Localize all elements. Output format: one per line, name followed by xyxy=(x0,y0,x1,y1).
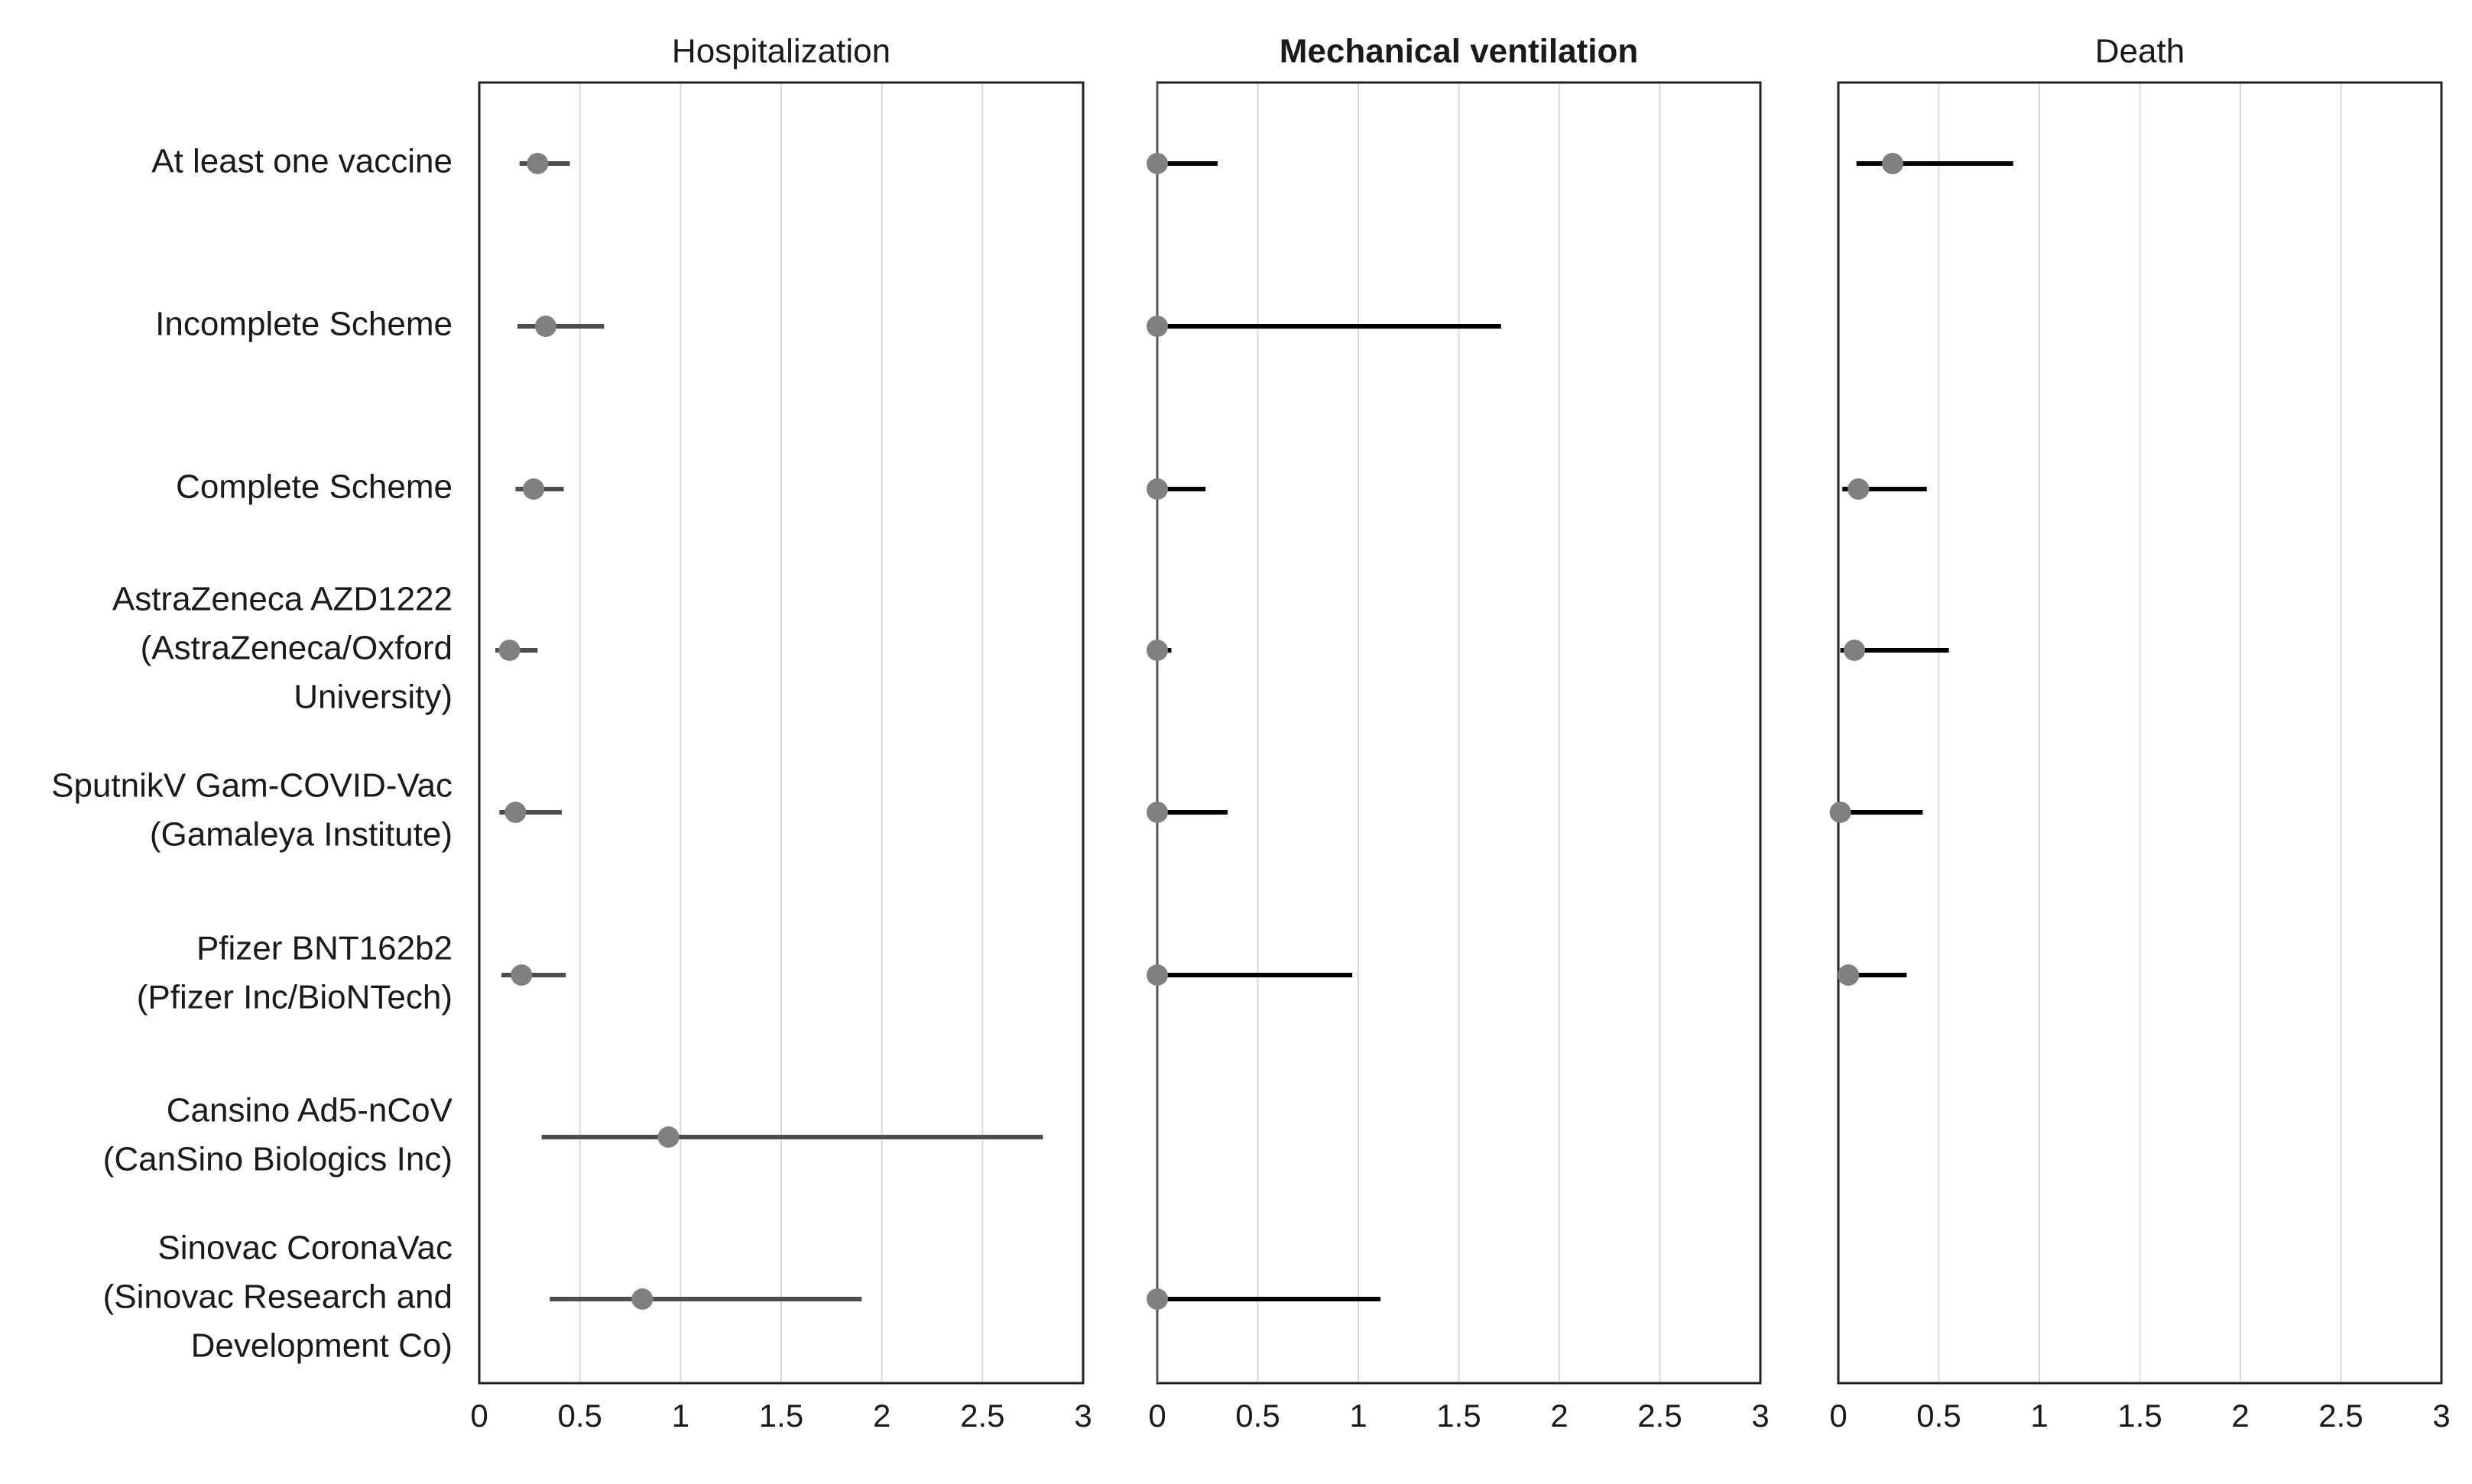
point-estimate xyxy=(1882,153,1904,174)
category-label: (Gamaleya Institute) xyxy=(150,816,453,854)
x-tick-label: 1.5 xyxy=(759,1398,803,1434)
category-label: Pfizer BNT162b2 xyxy=(196,930,453,967)
x-tick-label: 2 xyxy=(873,1398,891,1434)
category-labels: At least one vaccine Incomplete Scheme Com… xyxy=(51,143,453,1365)
point-estimate xyxy=(527,153,549,174)
point-estimate xyxy=(1848,478,1870,500)
point-estimate xyxy=(631,1288,654,1310)
point-estimate xyxy=(1844,640,1866,661)
panel-2: 0 0.5 1 1.5 2 2.5 3 Death xyxy=(1829,33,2450,1434)
panel-title: Mechanical ventilation xyxy=(1280,33,1638,70)
x-tick-label: 0.5 xyxy=(557,1398,602,1434)
point-estimate xyxy=(1147,1288,1168,1310)
x-tick-label: 0.5 xyxy=(1916,1398,1961,1434)
point-estimate xyxy=(1147,640,1168,661)
x-tick-label: 2 xyxy=(1550,1398,1568,1434)
x-tick-label: 3 xyxy=(1074,1398,1092,1434)
point-estimate xyxy=(534,316,556,337)
x-tick-label: 0.5 xyxy=(1235,1398,1280,1434)
point-estimate xyxy=(523,478,545,500)
x-tick-label: 1.5 xyxy=(1436,1398,1481,1434)
category-label: AstraZeneca AZD1222 xyxy=(112,581,453,618)
panel-0: 0 0.5 1 1.5 2 2.5 3 Hospitalization xyxy=(470,33,1092,1434)
x-tick-label: 2.5 xyxy=(960,1398,1004,1434)
panel-frame xyxy=(1837,81,2443,1385)
point-estimate xyxy=(1147,478,1168,500)
point-estimate xyxy=(1147,964,1168,986)
panel-title: Death xyxy=(2095,33,2185,70)
category-label: (CanSino Biologics Inc) xyxy=(103,1141,453,1178)
point-estimate xyxy=(1147,153,1168,174)
x-tick-label: 2 xyxy=(2231,1398,2249,1434)
panel-1: 0 0.5 1 1.5 2 2.5 3 Mechanical ventilation xyxy=(1147,33,1770,1434)
point-estimate xyxy=(1147,802,1168,823)
x-tick-label: 3 xyxy=(2432,1398,2450,1434)
point-estimate xyxy=(511,964,533,986)
point-estimate xyxy=(498,640,521,661)
point-estimate xyxy=(657,1126,680,1148)
x-tick-label: 2.5 xyxy=(2318,1398,2363,1434)
point-estimate xyxy=(1147,316,1168,337)
x-tick-label: 3 xyxy=(1751,1398,1769,1434)
panels: 0 0.5 1 1.5 2 2.5 3 Hospitalization 0 0.5 1 1.5 2 2.5… xyxy=(470,33,2450,1434)
x-tick-label: 1 xyxy=(672,1398,689,1434)
point-estimate xyxy=(504,802,527,823)
category-label: At least one vaccine xyxy=(151,143,453,180)
point-estimate xyxy=(1838,964,1860,986)
category-label: Complete Scheme xyxy=(176,468,453,506)
category-label: (Sinovac Research and xyxy=(103,1278,453,1316)
x-tick-label: 0 xyxy=(1148,1398,1166,1434)
category-label: SputnikV Gam-COVID-Vac xyxy=(51,767,453,805)
x-tick-label: 0 xyxy=(470,1398,488,1434)
x-tick-label: 1 xyxy=(1349,1398,1367,1434)
category-label: Sinovac CoronaVac xyxy=(157,1230,453,1267)
category-label: University) xyxy=(294,679,453,716)
category-label: Development Co) xyxy=(191,1327,453,1365)
category-label: Incomplete Scheme xyxy=(155,306,453,343)
category-label: (Pfizer Inc/BioNTech) xyxy=(137,979,453,1016)
panel-frame xyxy=(478,81,1085,1385)
x-tick-label: 0 xyxy=(1829,1398,1847,1434)
x-tick-label: 1 xyxy=(2030,1398,2048,1434)
x-tick-label: 1.5 xyxy=(2117,1398,2162,1434)
category-label: Cansino Ad5-nCoV xyxy=(167,1092,453,1129)
x-tick-label: 2.5 xyxy=(1637,1398,1682,1434)
panel-title: Hospitalization xyxy=(672,33,891,70)
point-estimate xyxy=(1829,802,1851,823)
category-label: (AstraZeneca/Oxford xyxy=(141,630,453,667)
